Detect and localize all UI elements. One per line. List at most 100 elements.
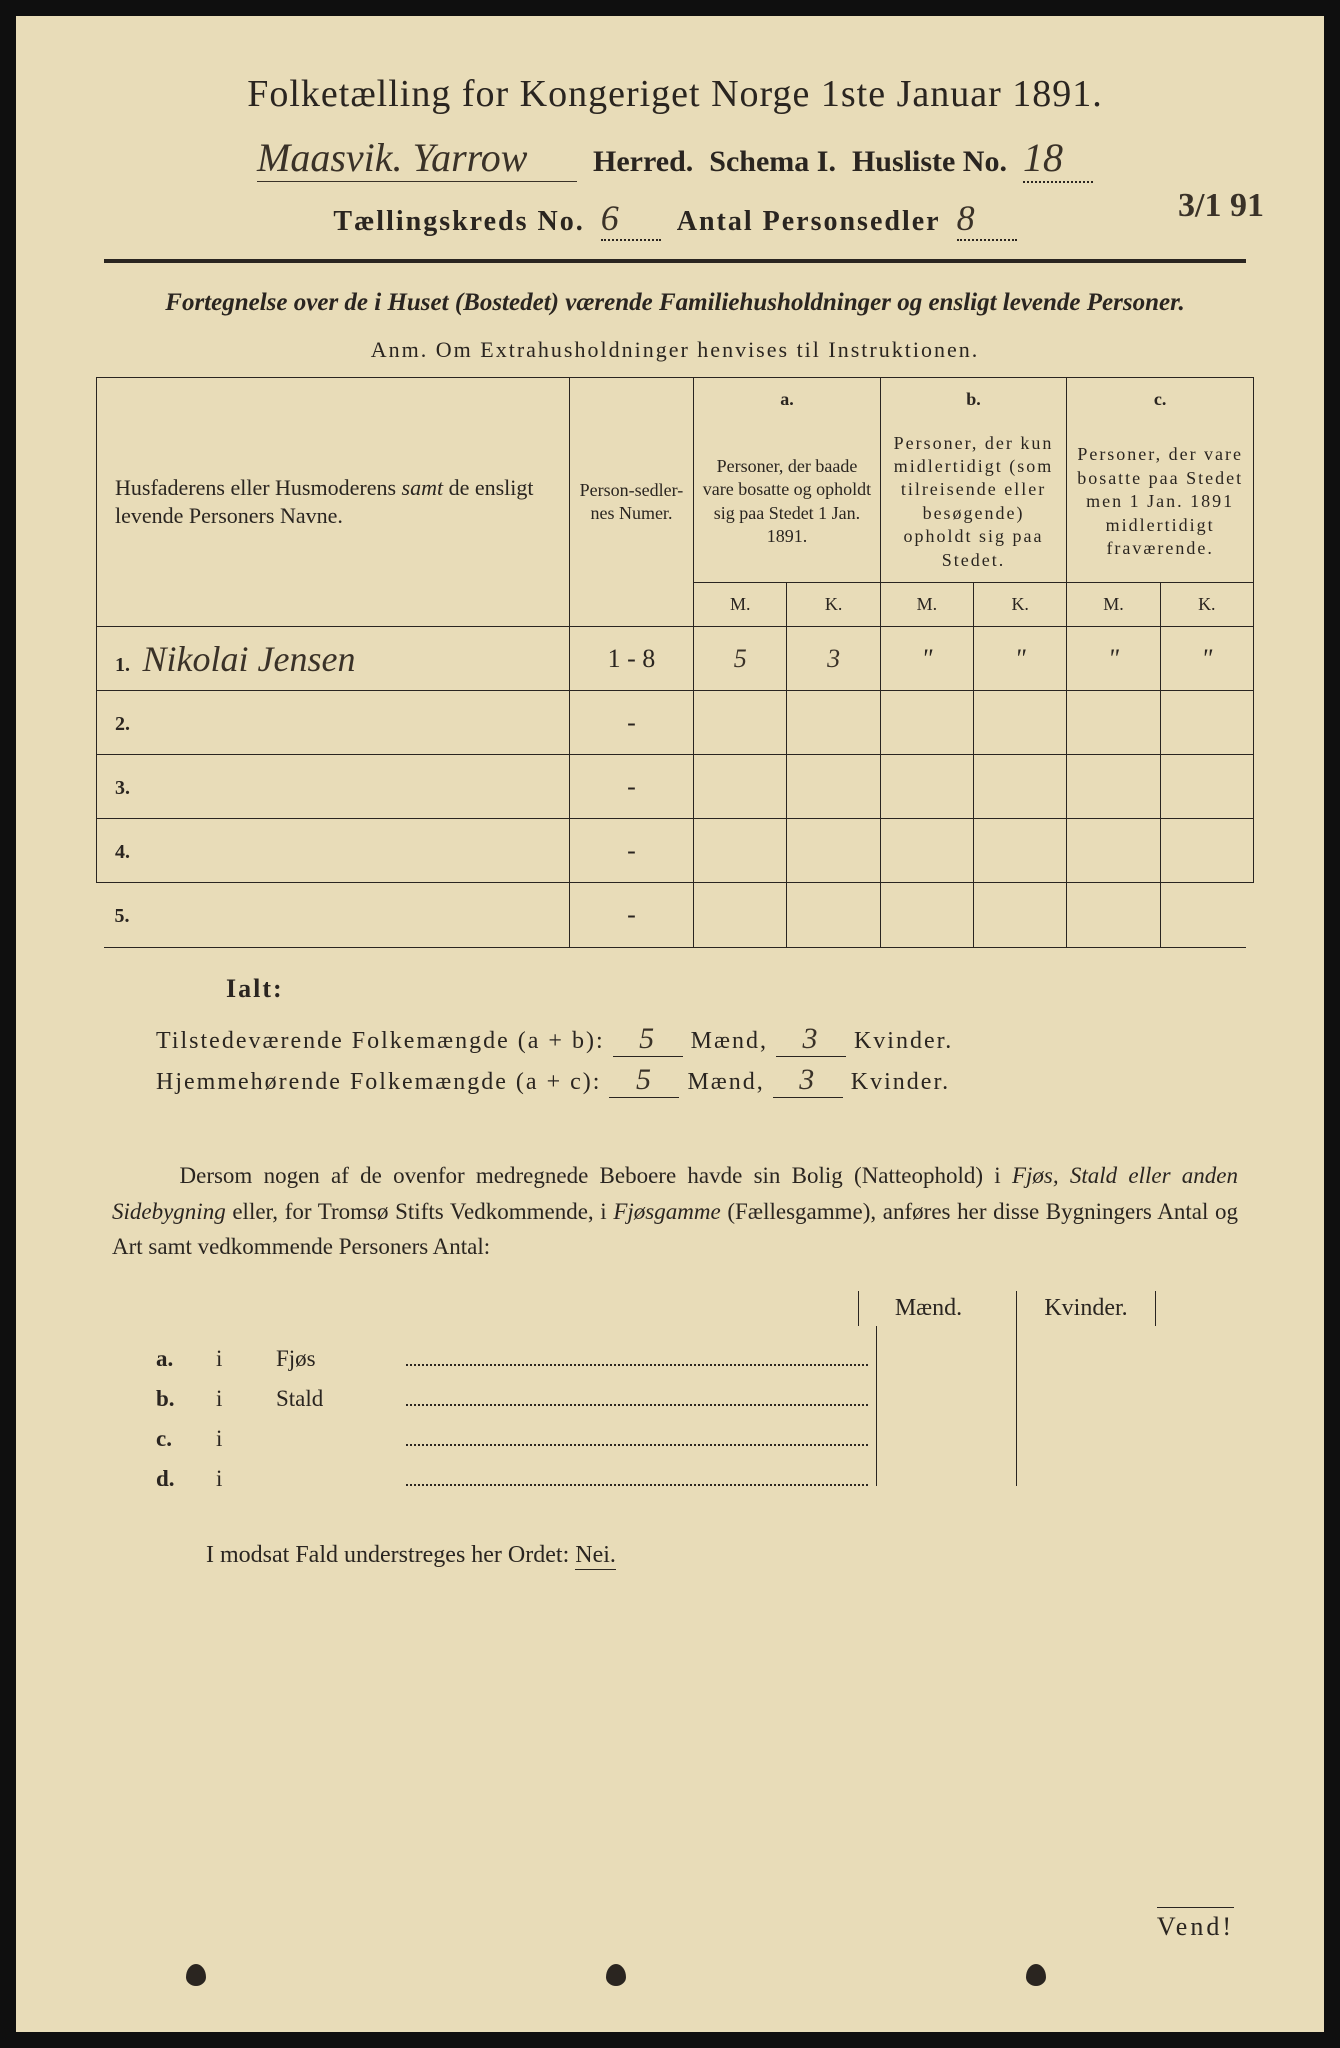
antal-label: Antal Personsedler	[677, 206, 941, 238]
binding-mark-icon	[1026, 1964, 1046, 1986]
table-row: 4. -	[97, 819, 1254, 883]
table-row: 1. Nikolai Jensen 1 - 8 5 3 " " " "	[97, 627, 1254, 691]
cell-k	[1016, 1366, 1156, 1406]
table-bottom-rule	[104, 947, 1246, 948]
col-b-label: b.	[880, 378, 1067, 422]
subtitle: Fortegnelse over de i Huset (Bostedet) v…	[96, 285, 1254, 321]
cell: "	[1067, 627, 1160, 691]
ialt-label: Ialt:	[226, 974, 1254, 1004]
date-annotation: 3/1 91	[1178, 187, 1264, 225]
cell: -	[569, 755, 693, 819]
col-b-m: M.	[880, 582, 973, 626]
col-num: Person-sedler-nes Numer.	[569, 378, 693, 627]
sidebyg-row: d. i	[156, 1446, 1176, 1486]
nei-line: I modsat Fald understreges her Ordet: Ne…	[206, 1542, 1254, 1569]
row-letter: c.	[156, 1426, 216, 1452]
col-c-text: Personer, der vare bosatte paa Stedet me…	[1067, 422, 1254, 583]
side-building-head: Mænd. Kvinder.	[156, 1291, 1176, 1326]
anm-note: Anm. Om Extrahusholdninger henvises til …	[96, 337, 1254, 363]
row-letter: d.	[156, 1466, 216, 1492]
sum-mid: Mænd,	[687, 1069, 764, 1096]
sum-label: Tilstedeværende Folkemængde (a + b):	[156, 1028, 605, 1055]
dots	[406, 1352, 868, 1366]
table-row: 2. -	[97, 691, 1254, 755]
row-name: Nikolai Jensen	[143, 639, 356, 679]
sum-label: Hjemmehørende Folkemængde (a + c):	[156, 1069, 601, 1096]
antal-no: 8	[957, 198, 975, 238]
sum-m: 5	[639, 1022, 656, 1055]
dots	[406, 1432, 868, 1446]
kreds-label: Tællingskreds No.	[333, 206, 584, 238]
col-b-k: K.	[974, 582, 1067, 626]
row-i: i	[216, 1386, 276, 1412]
row-text: Stald	[276, 1386, 406, 1412]
row-num: 1.	[115, 654, 137, 677]
cell-m	[876, 1326, 1016, 1366]
row-num: 4.	[115, 841, 137, 864]
kreds-no-field: 6	[601, 197, 661, 241]
sidebyg-row: c. i	[156, 1406, 1176, 1446]
cell-k	[1016, 1446, 1156, 1486]
cell: 5	[694, 627, 787, 691]
row-text: Fjøs	[276, 1346, 406, 1372]
cell: "	[880, 627, 973, 691]
sum-end: Kvinder.	[851, 1069, 950, 1096]
table-body: 1. Nikolai Jensen 1 - 8 5 3 " " " " 2. -…	[97, 627, 1254, 947]
col-b-text: Personer, der kun midlertidigt (som tilr…	[880, 422, 1067, 583]
row-num: 2.	[115, 713, 137, 736]
sidebyg-row: a. i Fjøs	[156, 1326, 1176, 1366]
col-name: Husfaderens eller Husmoderens samt de en…	[97, 378, 570, 627]
sum-k: 3	[799, 1063, 816, 1096]
vend-label: Vend!	[1157, 1907, 1234, 1942]
cell-m	[876, 1446, 1016, 1486]
census-form-page: Folketælling for Kongeriget Norge 1ste J…	[0, 0, 1340, 2048]
row-num: 5.	[115, 905, 137, 928]
row-num: 3.	[115, 777, 137, 800]
sum-present: Tilstedeværende Folkemængde (a + b): 5 M…	[156, 1022, 1254, 1057]
cell-m	[876, 1406, 1016, 1446]
row-letter: b.	[156, 1386, 216, 1412]
cell: -	[569, 883, 693, 947]
cell: 3	[787, 627, 880, 691]
nei-word: Nei.	[575, 1542, 616, 1570]
cell: "	[1160, 627, 1253, 691]
cell: "	[974, 627, 1067, 691]
divider-line	[104, 259, 1246, 263]
sidebyg-row: b. i Stald	[156, 1366, 1176, 1406]
col-a-k: K.	[787, 582, 880, 626]
col-a-text: Personer, der baade vare bosatte og opho…	[694, 422, 881, 583]
antal-no-field: 8	[957, 197, 1017, 241]
husliste-no-field: 18	[1023, 134, 1093, 183]
dots	[406, 1392, 868, 1406]
cell-k	[1016, 1406, 1156, 1446]
row-i: i	[216, 1466, 276, 1492]
census-table: Husfaderens eller Husmoderens samt de en…	[96, 377, 1254, 947]
row-i: i	[216, 1346, 276, 1372]
nei-pre: I modsat Fald understreges her Ordet:	[206, 1542, 569, 1568]
side-building-table: Mænd. Kvinder. a. i Fjøs b. i Stald c. i	[156, 1291, 1176, 1486]
col-c-k: K.	[1160, 582, 1253, 626]
row-i: i	[216, 1426, 276, 1452]
col-a-m: M.	[694, 582, 787, 626]
header-line-2: Maasvik. Yarrow Herred. Schema I. Huslis…	[96, 134, 1254, 183]
col-c-m: M.	[1067, 582, 1160, 626]
dots	[406, 1472, 868, 1486]
row-sedler: 1 - 8	[569, 627, 693, 691]
col-c-label: c.	[1067, 378, 1254, 422]
table-row: 5. -	[97, 883, 1254, 947]
cell: -	[569, 691, 693, 755]
schema-label: Schema I.	[709, 145, 836, 179]
kreds-no: 6	[601, 198, 619, 238]
head-maend: Mænd.	[858, 1291, 998, 1326]
sum-home: Hjemmehørende Folkemængde (a + c): 5 Mæn…	[156, 1063, 1254, 1098]
binding-mark-icon	[186, 1964, 206, 1986]
husliste-label: Husliste No.	[852, 145, 1007, 179]
sum-m: 5	[636, 1063, 653, 1096]
cell-m	[876, 1366, 1016, 1406]
sum-end: Kvinder.	[854, 1028, 953, 1055]
cell-k	[1016, 1326, 1156, 1366]
herred-label: Herred.	[593, 145, 693, 179]
side-building-paragraph: Dersom nogen af de ovenfor medregnede Be…	[96, 1158, 1254, 1265]
sum-mid: Mænd,	[691, 1028, 768, 1055]
binding-mark-icon	[606, 1964, 626, 1986]
